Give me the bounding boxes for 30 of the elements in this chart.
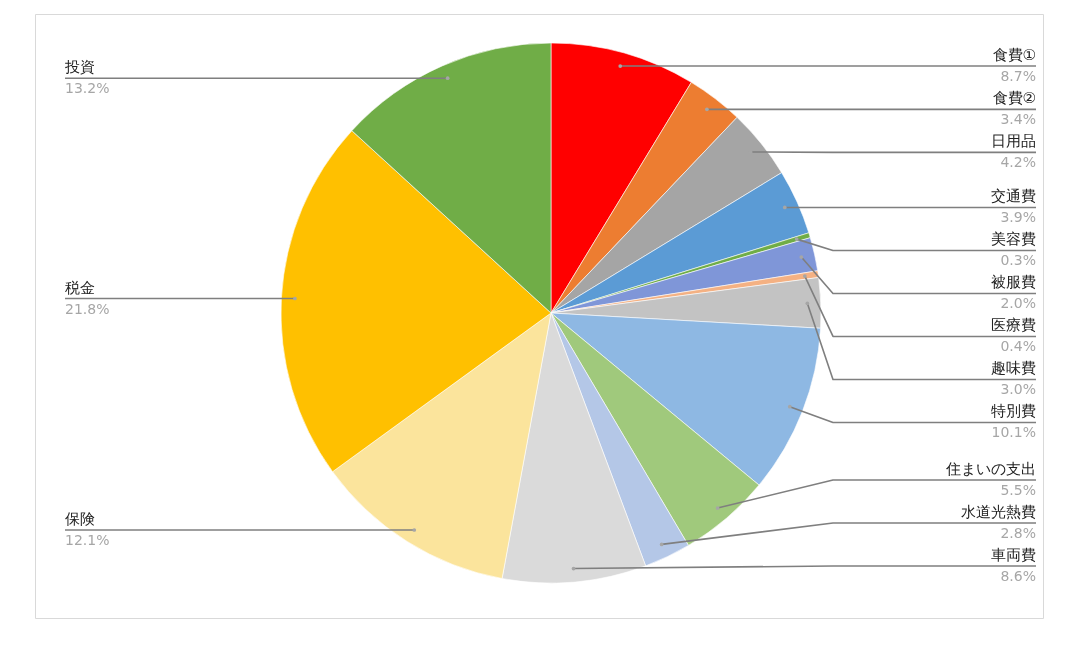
slice-label: 車両費 bbox=[991, 546, 1036, 564]
slice-label: 住まいの支出 bbox=[945, 460, 1036, 478]
data-label: 0.4% bbox=[1000, 338, 1036, 355]
data-label: 8.6% bbox=[1000, 568, 1036, 584]
slice-label: 日用品 bbox=[991, 132, 1036, 151]
data-label: 3.9% bbox=[1000, 209, 1036, 226]
slice-label: 食費① bbox=[992, 46, 1036, 65]
slice-label: 趣味費 bbox=[991, 359, 1036, 378]
data-label: 4.2% bbox=[1000, 154, 1036, 171]
data-label: 0.3% bbox=[1000, 252, 1036, 269]
slice-label: 保険 bbox=[65, 510, 95, 528]
data-label: 12.1% bbox=[65, 532, 110, 548]
data-label: 8.7% bbox=[1000, 68, 1036, 85]
data-label: 21.8% bbox=[65, 300, 110, 317]
data-label: 5.5% bbox=[1000, 482, 1036, 498]
slice-label: 被服費 bbox=[991, 273, 1036, 292]
data-label: 3.4% bbox=[1000, 111, 1036, 128]
data-label: 2.8% bbox=[1000, 525, 1036, 541]
data-label: 13.2% bbox=[65, 80, 110, 97]
slice-label: 食費② bbox=[992, 89, 1036, 108]
data-label: 3.0% bbox=[1000, 381, 1036, 398]
data-label: 2.0% bbox=[1000, 295, 1036, 312]
slice-label: 美容費 bbox=[991, 230, 1036, 249]
data-label: 10.1% bbox=[991, 424, 1036, 441]
slice-label: 特別費 bbox=[991, 402, 1036, 421]
slice-label: 投資 bbox=[64, 58, 95, 77]
slice-label: 税金 bbox=[65, 278, 95, 297]
slice-label: 交通費 bbox=[991, 187, 1036, 206]
slice-label: 水道光熱費 bbox=[961, 503, 1036, 521]
slice-label: 医療費 bbox=[991, 316, 1036, 335]
